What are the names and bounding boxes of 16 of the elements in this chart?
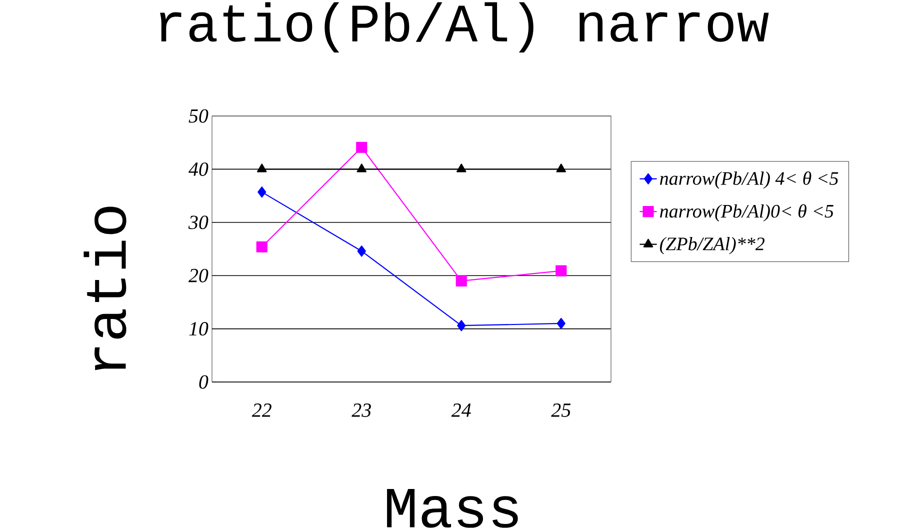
y-tick-label: 50	[188, 109, 208, 123]
y-tick-label: 20	[188, 268, 208, 282]
x-axis-title: Mass	[387, 489, 518, 528]
chart-title: ratio(Pb/Al) narrow	[160, 2, 769, 53]
y-tick-label: 0	[199, 375, 208, 389]
x-tick-label: 22	[252, 404, 272, 417]
x-tick-label: 24	[451, 404, 471, 417]
legend-label: narrow(Pb/Al)0< θ <5	[660, 204, 834, 222]
x-tick-label: 23	[352, 404, 371, 417]
y-tick-label: 30	[188, 216, 208, 230]
legend-label: (ZPb/ZAl)**2	[660, 237, 764, 254]
y-axis-title: ratio	[84, 206, 126, 370]
x-tick-label: 25	[551, 404, 571, 417]
y-tick-label: 10	[189, 322, 208, 336]
y-tick-label: 40	[188, 162, 208, 176]
legend-label: narrow(Pb/Al) 4< θ <5	[660, 171, 838, 189]
